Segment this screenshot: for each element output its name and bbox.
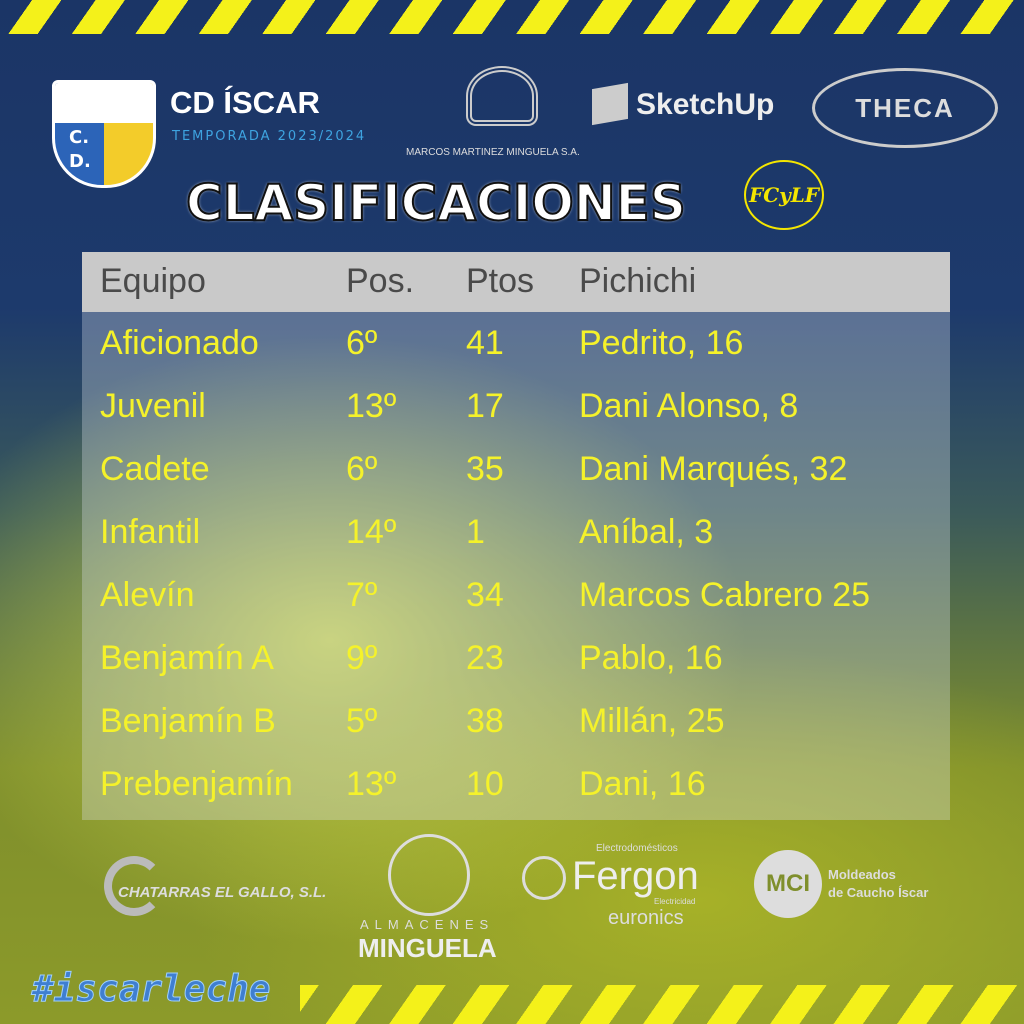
col-position: Pos.	[346, 262, 415, 301]
table-row: Benjamín A 9º 23 Pablo, 16	[82, 627, 950, 690]
cell-position: 7º	[346, 575, 378, 614]
page-title: CLASIFICACIONES	[185, 174, 687, 232]
sponsor-theca: THECA	[812, 68, 998, 148]
mci-text1: Moldeados	[828, 867, 896, 882]
hashtag: #iscarleche	[31, 969, 271, 1010]
cell-top-scorer: Millán, 25	[579, 701, 725, 740]
cell-points: 38	[466, 701, 504, 740]
sketchup-icon	[592, 82, 628, 126]
cell-points: 17	[466, 386, 504, 425]
mmm-logo-icon	[466, 66, 538, 126]
table-header: Equipo Pos. Ptos Pichichi	[82, 252, 950, 312]
table-row: Alevín 7º 34 Marcos Cabrero 25	[82, 564, 950, 627]
cell-points: 1	[466, 512, 485, 551]
cell-team: Infantil	[100, 512, 201, 551]
table-row: Prebenjamín 13º 10 Dani, 16	[82, 753, 950, 816]
power-icon	[522, 856, 566, 900]
federation-logo: FCyLF	[744, 160, 824, 230]
cell-points: 35	[466, 449, 504, 488]
cell-top-scorer: Dani Marqués, 32	[579, 449, 848, 488]
gallo-logo-icon	[104, 856, 164, 916]
hazard-stripes-bottom	[300, 985, 1024, 1024]
cell-points: 23	[466, 638, 504, 677]
sponsor-sketchup: SketchUp	[636, 88, 775, 121]
cell-team: Juvenil	[100, 386, 206, 425]
cell-points: 41	[466, 323, 504, 362]
cell-team: Cadete	[100, 449, 210, 488]
standings-table: Equipo Pos. Ptos Pichichi Aficionado 6º 41…	[82, 252, 950, 820]
cell-position: 6º	[346, 323, 378, 362]
fergon-sub: Electricidad	[654, 897, 696, 906]
cell-position: 13º	[346, 764, 397, 803]
table-row: Juvenil 13º 17 Dani Alonso, 8	[82, 375, 950, 438]
table-row: Infantil 14º 1 Aníbal, 3	[82, 501, 950, 564]
sponsor-mmm: MARCOS MARTINEZ MINGUELA S.A.	[406, 147, 580, 158]
mci-text2: de Caucho Íscar	[828, 885, 929, 900]
sponsor-fergon: Fergon	[572, 854, 699, 898]
season: TEMPORADA 2023/2024	[172, 129, 367, 144]
cell-top-scorer: Pablo, 16	[579, 638, 723, 677]
col-top-scorer: Pichichi	[579, 262, 697, 301]
cell-top-scorer: Aníbal, 3	[579, 512, 714, 551]
cell-top-scorer: Dani Alonso, 8	[579, 386, 799, 425]
cell-position: 13º	[346, 386, 397, 425]
col-team: Equipo	[100, 262, 206, 301]
shield-text: D.	[69, 151, 91, 172]
sponsor-gallo: CHATARRAS EL GALLO, S.L.	[118, 884, 327, 901]
cell-position: 9º	[346, 638, 378, 677]
club-name: CD ÍSCAR	[170, 85, 320, 120]
cell-position: 5º	[346, 701, 378, 740]
sponsor-euronics: euronics	[608, 907, 684, 929]
cell-top-scorer: Pedrito, 16	[579, 323, 744, 362]
hazard-stripes-top	[0, 0, 1024, 34]
fergon-subtitle: Electrodomésticos	[596, 843, 678, 854]
cell-points: 34	[466, 575, 504, 614]
cell-top-scorer: Dani, 16	[579, 764, 706, 803]
cell-team: Benjamín A	[100, 638, 274, 677]
cell-team: Aficionado	[100, 323, 259, 362]
club-shield-logo: C. D.	[52, 80, 156, 188]
sponsor-minguela-top: ALMACENES	[360, 917, 495, 932]
cell-points: 10	[466, 764, 504, 803]
cell-team: Benjamín B	[100, 701, 276, 740]
cell-team: Alevín	[100, 575, 195, 614]
table-row: Cadete 6º 35 Dani Marqués, 32	[82, 438, 950, 501]
table-row: Aficionado 6º 41 Pedrito, 16	[82, 312, 950, 375]
cell-position: 6º	[346, 449, 378, 488]
minguela-logo-icon	[388, 834, 470, 916]
cell-top-scorer: Marcos Cabrero 25	[579, 575, 871, 614]
sponsor-mci-logo: MCI	[754, 850, 822, 918]
cell-team: Prebenjamín	[100, 764, 293, 803]
table-row: Benjamín B 5º 38 Millán, 25	[82, 690, 950, 753]
shield-text: C.	[69, 127, 90, 148]
col-points: Ptos	[466, 262, 535, 301]
cell-position: 14º	[346, 512, 397, 551]
sponsor-minguela: MINGUELA	[358, 933, 497, 963]
